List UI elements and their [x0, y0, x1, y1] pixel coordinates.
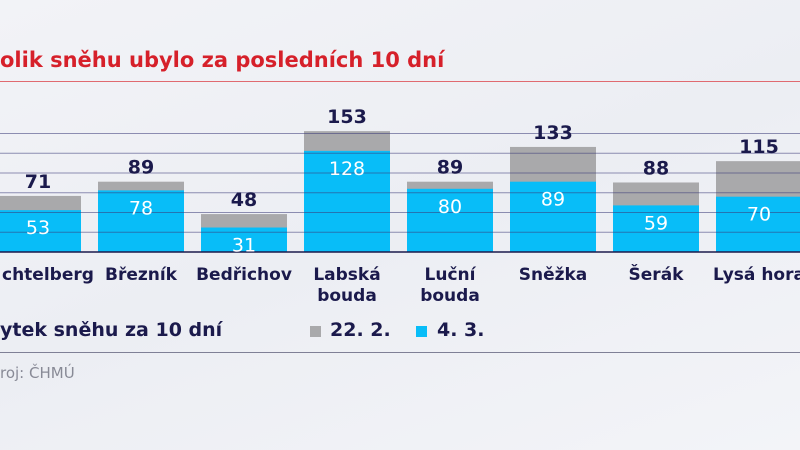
legend-title: ytek sněhu za 10 dní	[0, 319, 223, 341]
value-label-4-3: 53	[26, 217, 50, 239]
category-label: Šerák	[629, 263, 685, 285]
value-label-22-2: 89	[437, 157, 463, 179]
category-label: Labská	[313, 265, 380, 285]
bar-4-3	[201, 227, 287, 252]
value-label-4-3: 128	[329, 158, 365, 180]
legend-swatch-4-3	[416, 326, 427, 337]
legend-swatch-22-2	[310, 326, 321, 337]
bar-4-3	[0, 210, 81, 252]
value-label-22-2: 48	[231, 189, 257, 211]
legend-label-22-2: 22. 2.	[330, 319, 391, 341]
category-label: Luční	[425, 265, 477, 285]
chart-title: olik sněhu ubylo za posledních 10 dní	[0, 48, 445, 72]
category-label: Bedřichov	[196, 265, 292, 285]
value-label-4-3: 78	[129, 197, 153, 219]
bar-4-3	[407, 188, 493, 252]
title-divider	[0, 81, 800, 82]
value-label-22-2: 88	[643, 157, 669, 179]
category-label: bouda	[420, 286, 480, 306]
category-label: chtelberg	[2, 265, 94, 285]
category-label: Březník	[105, 265, 178, 285]
bar-4-3	[510, 181, 596, 252]
value-label-4-3: 70	[747, 204, 771, 226]
value-label-22-2: 89	[128, 157, 154, 179]
bar-4-3	[304, 150, 390, 252]
value-label-22-2: 153	[327, 106, 367, 128]
category-label: Sněžka	[519, 265, 588, 285]
source-note: roj: ČHMÚ	[0, 364, 75, 382]
bar-4-3	[98, 190, 184, 252]
category-label: Lysá hora	[713, 265, 800, 285]
category-label: bouda	[317, 286, 377, 306]
bar-chart: 71 53 chtelberg 89 78 Březník 48 31 Bedřichov 153…	[0, 106, 800, 306]
value-label-4-3: 31	[232, 235, 256, 257]
value-label-22-2: 71	[25, 171, 51, 193]
bar-4-3	[716, 196, 800, 252]
value-label-4-3: 89	[541, 189, 565, 211]
value-label-22-2: 133	[533, 122, 573, 144]
legend-divider	[0, 352, 800, 353]
bar-4-3	[613, 205, 699, 252]
value-label-22-2: 115	[739, 136, 779, 158]
value-label-4-3: 80	[438, 196, 462, 218]
legend-label-4-3: 4. 3.	[437, 319, 485, 341]
value-label-4-3: 59	[644, 212, 668, 234]
